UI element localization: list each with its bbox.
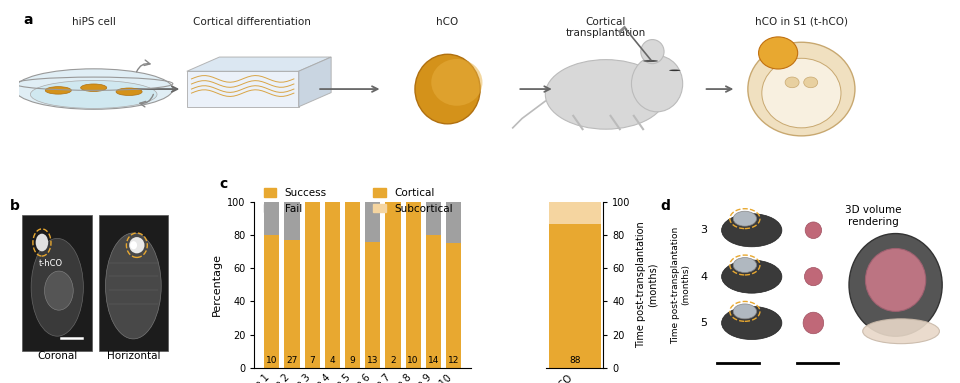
Bar: [345, 202, 360, 368]
Ellipse shape: [758, 37, 798, 69]
Bar: [385, 202, 400, 368]
Ellipse shape: [785, 77, 799, 88]
Text: 3D volume
rendering: 3D volume rendering: [846, 205, 902, 227]
FancyBboxPatch shape: [22, 215, 92, 351]
Text: d: d: [660, 199, 670, 213]
Ellipse shape: [640, 39, 664, 64]
Ellipse shape: [722, 260, 781, 293]
Text: Time post-transplantation
(months): Time post-transplantation (months): [671, 226, 690, 344]
Bar: [365, 242, 380, 368]
Text: 3: 3: [700, 225, 708, 235]
Text: 12: 12: [447, 356, 459, 365]
Circle shape: [669, 70, 681, 71]
Text: Horizontal: Horizontal: [107, 351, 160, 361]
Ellipse shape: [545, 60, 666, 129]
Ellipse shape: [733, 258, 756, 272]
Ellipse shape: [130, 237, 145, 254]
Text: Cortical differentiation: Cortical differentiation: [193, 17, 311, 27]
Circle shape: [643, 60, 658, 62]
Legend: Cortical, Subcortical: Cortical, Subcortical: [369, 184, 457, 218]
Ellipse shape: [722, 306, 781, 340]
Ellipse shape: [44, 271, 73, 310]
Ellipse shape: [415, 54, 480, 124]
Bar: [284, 240, 300, 368]
Text: 14: 14: [427, 356, 439, 365]
Polygon shape: [299, 57, 331, 107]
Text: 5: 5: [700, 318, 708, 328]
Text: 9: 9: [349, 356, 355, 365]
Text: 4: 4: [700, 272, 708, 282]
Text: 88: 88: [569, 356, 581, 365]
Legend: Success, Fail: Success, Fail: [259, 184, 331, 218]
Polygon shape: [187, 71, 299, 107]
Text: hCO in S1 (t-hCO): hCO in S1 (t-hCO): [755, 17, 848, 27]
Ellipse shape: [805, 222, 822, 239]
Ellipse shape: [431, 59, 483, 106]
Bar: [284, 202, 300, 240]
Ellipse shape: [733, 304, 756, 319]
Text: 4: 4: [329, 356, 335, 365]
Ellipse shape: [116, 88, 142, 95]
Bar: [425, 202, 441, 235]
Ellipse shape: [849, 234, 942, 336]
Text: 27: 27: [286, 356, 298, 365]
Ellipse shape: [733, 211, 756, 226]
Bar: [405, 202, 420, 368]
Ellipse shape: [632, 56, 683, 112]
Text: Coronal: Coronal: [37, 351, 78, 361]
Ellipse shape: [31, 239, 84, 336]
Text: 2: 2: [390, 356, 396, 365]
Text: t-hCO: t-hCO: [38, 259, 62, 268]
Ellipse shape: [81, 84, 107, 92]
Ellipse shape: [804, 312, 824, 334]
Bar: [365, 202, 380, 242]
Bar: [549, 224, 601, 368]
Text: b: b: [10, 199, 19, 213]
Bar: [446, 202, 461, 244]
Text: hCO: hCO: [437, 17, 459, 27]
Ellipse shape: [45, 87, 71, 94]
Text: hiPS cell: hiPS cell: [72, 17, 115, 27]
Y-axis label: Time post-transplantation
(months): Time post-transplantation (months): [636, 221, 658, 348]
Ellipse shape: [106, 233, 161, 339]
FancyBboxPatch shape: [99, 215, 168, 351]
Text: Cortical
transplantation: Cortical transplantation: [565, 17, 646, 38]
Text: c: c: [220, 177, 228, 191]
Y-axis label: Percentage: Percentage: [211, 254, 222, 316]
Text: 10: 10: [266, 356, 277, 365]
Bar: [324, 202, 340, 368]
Bar: [425, 235, 441, 368]
Polygon shape: [187, 57, 331, 71]
Ellipse shape: [804, 267, 823, 286]
Ellipse shape: [31, 80, 157, 108]
Ellipse shape: [804, 77, 818, 88]
Text: a: a: [24, 13, 34, 27]
Bar: [304, 202, 320, 368]
Bar: [446, 244, 461, 368]
Ellipse shape: [863, 319, 940, 344]
Ellipse shape: [722, 214, 781, 247]
Ellipse shape: [36, 234, 48, 251]
Ellipse shape: [866, 249, 925, 311]
Text: 10: 10: [407, 356, 419, 365]
Bar: [264, 235, 279, 368]
Ellipse shape: [762, 58, 841, 128]
Ellipse shape: [14, 69, 173, 109]
Text: 7: 7: [309, 356, 315, 365]
Ellipse shape: [748, 42, 855, 136]
Bar: [264, 202, 279, 235]
Bar: [549, 202, 601, 224]
Ellipse shape: [131, 241, 137, 249]
Text: 13: 13: [367, 356, 378, 365]
